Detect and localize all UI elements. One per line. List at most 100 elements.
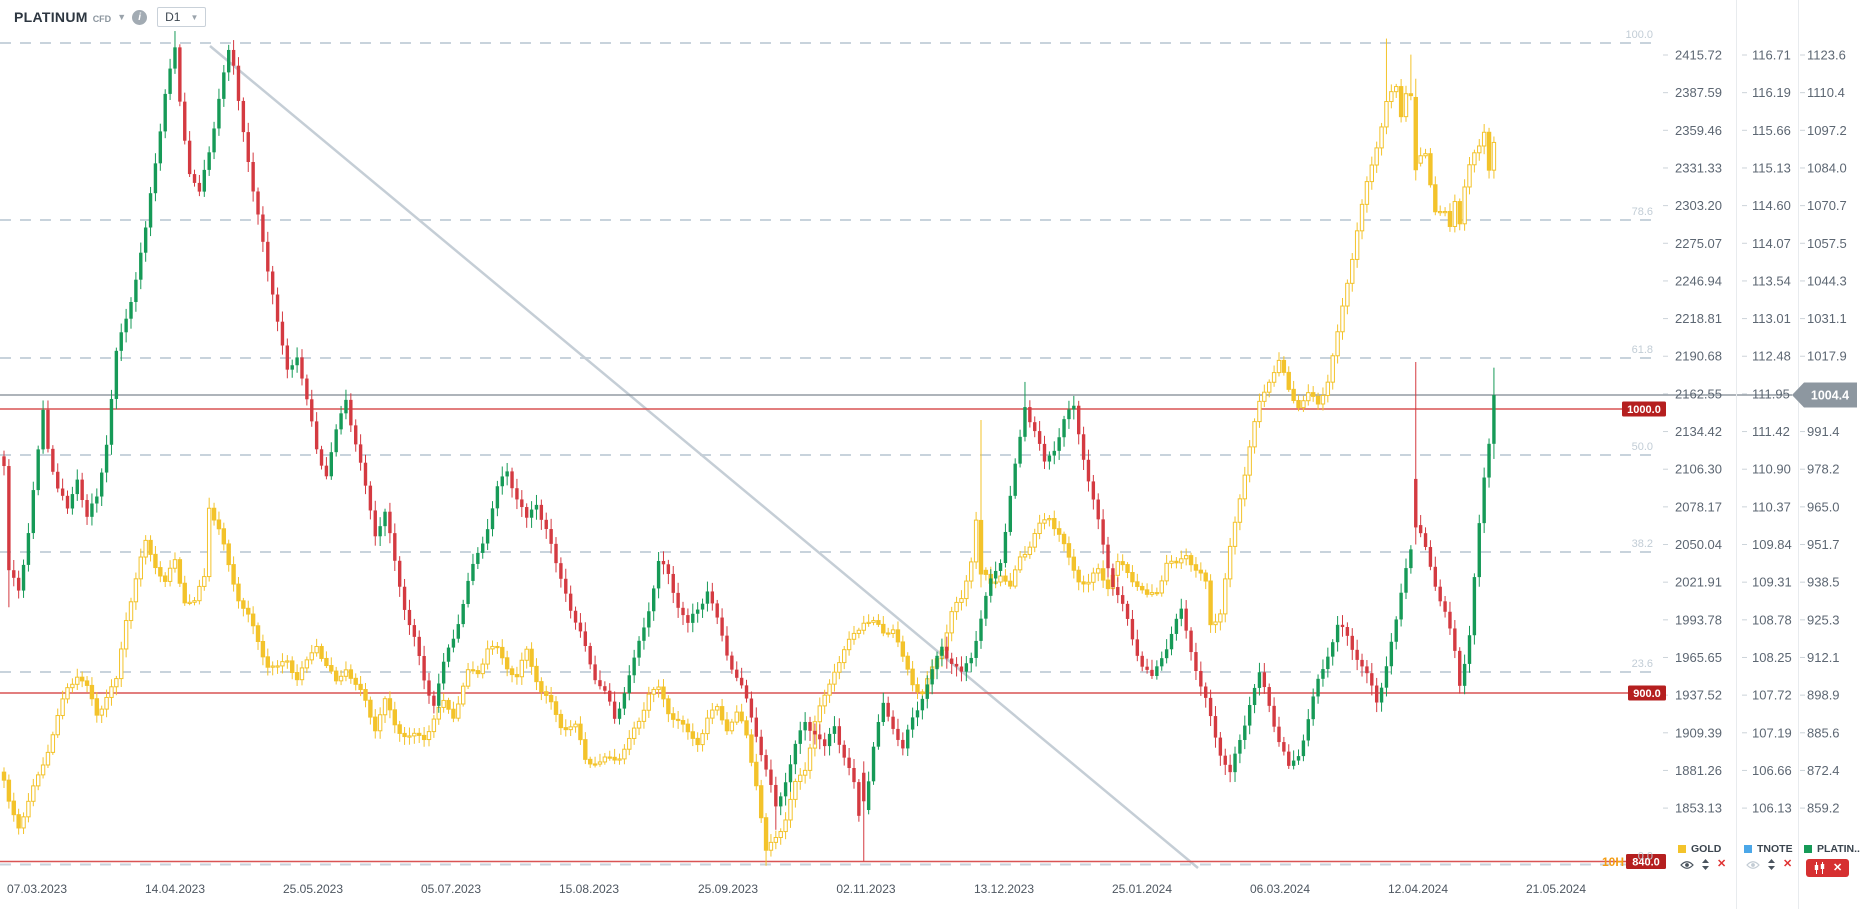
close-icon[interactable]: ✕ <box>1717 858 1727 870</box>
candle <box>759 736 763 756</box>
close-icon[interactable]: ✕ <box>1783 858 1793 870</box>
candle <box>1081 434 1086 460</box>
candle <box>207 152 211 170</box>
candle <box>481 543 485 553</box>
candle <box>495 486 500 509</box>
candle <box>427 680 431 696</box>
candle <box>827 683 832 696</box>
candle <box>285 345 290 370</box>
trendline[interactable] <box>209 45 1199 869</box>
candle <box>652 588 656 612</box>
candle <box>251 162 255 192</box>
candle <box>300 357 304 379</box>
candle <box>1384 666 1389 688</box>
candle <box>920 691 925 695</box>
candle <box>954 601 959 613</box>
candle <box>949 658 954 664</box>
price-line-badge-label: 1000.0 <box>1627 404 1661 416</box>
close-icon[interactable]: ✕ <box>1833 861 1843 874</box>
candle <box>1443 601 1447 612</box>
candle <box>324 465 329 477</box>
candle <box>1164 562 1169 582</box>
candle <box>1155 666 1159 676</box>
candle <box>324 657 329 667</box>
candle <box>710 591 715 604</box>
candle <box>1076 569 1081 583</box>
fib-retracement[interactable] <box>0 42 1656 866</box>
eye-off-icon[interactable] <box>1746 860 1760 870</box>
candle <box>959 598 964 603</box>
platinum-axis-label: 885.6 <box>1807 725 1840 740</box>
candle <box>1257 400 1262 423</box>
tnote-axis-label: 116.71 <box>1752 48 1791 63</box>
candle <box>822 739 827 747</box>
candle <box>1271 372 1277 383</box>
candle <box>329 452 333 477</box>
sort-arrows-icon[interactable] <box>1701 859 1710 870</box>
candle <box>480 663 485 675</box>
candle <box>627 737 632 750</box>
candle <box>573 723 578 728</box>
info-icon[interactable]: i <box>132 9 148 25</box>
candle <box>363 689 368 701</box>
gold-swatch <box>1678 845 1686 853</box>
candle <box>212 128 216 153</box>
instrument-name[interactable]: PLATINUM <box>14 9 88 25</box>
price-line-badge[interactable] <box>1628 685 1666 701</box>
candle <box>109 398 114 445</box>
candle <box>1228 764 1232 773</box>
price-line-badge[interactable] <box>1626 854 1666 869</box>
candle <box>973 519 979 563</box>
candle <box>636 720 642 729</box>
candle <box>1481 131 1487 147</box>
candle <box>1286 371 1291 390</box>
candle <box>1418 525 1423 534</box>
fib-label-23.6: 23.6 <box>1632 658 1653 670</box>
candle <box>559 563 563 579</box>
candle <box>1364 181 1370 205</box>
candle <box>881 623 886 634</box>
candle <box>544 691 549 696</box>
active-instrument-badge[interactable]: ✕ <box>1806 859 1850 877</box>
candle <box>1164 649 1169 659</box>
candle <box>1325 381 1331 396</box>
candle <box>563 727 568 731</box>
date-label: 15.08.2023 <box>559 882 619 896</box>
candle <box>460 685 466 705</box>
candle <box>754 717 758 737</box>
timeframe-dropdown[interactable]: D1 ▼ <box>157 7 207 27</box>
candle <box>368 485 373 511</box>
candle <box>1042 519 1047 524</box>
legend-label-tnote[interactable]: TNOTE <box>1757 843 1793 855</box>
candle <box>1223 755 1227 765</box>
candle <box>729 721 735 732</box>
candle <box>725 635 729 656</box>
candle <box>1247 446 1252 476</box>
chevron-down-icon[interactable]: ▼ <box>117 12 127 22</box>
candle <box>1066 543 1072 558</box>
candle <box>129 302 133 319</box>
sort-arrows-icon[interactable] <box>1767 859 1776 870</box>
candle <box>1150 669 1154 676</box>
price-line-badge-label: 900.0 <box>1633 688 1661 700</box>
candle <box>1213 621 1218 626</box>
candle <box>1154 592 1160 595</box>
candle <box>588 758 593 765</box>
candle <box>832 671 837 685</box>
tnote-swatch <box>1744 845 1752 853</box>
tnote-axis-label: 107.72 <box>1752 688 1792 703</box>
legend-label-gold[interactable]: GOLD <box>1691 843 1722 855</box>
candle <box>568 726 573 731</box>
price-line-badge[interactable] <box>1622 401 1666 417</box>
legend-label-platinum[interactable]: PLATIN.. <box>1817 843 1860 855</box>
date-label: 02.11.2023 <box>836 882 895 896</box>
candle <box>1012 569 1018 587</box>
eye-icon[interactable] <box>1680 860 1694 870</box>
candle <box>1017 556 1023 571</box>
candle <box>1276 359 1282 374</box>
candle <box>514 674 520 678</box>
gold-axis-label: 1909.39 <box>1675 725 1722 740</box>
candle <box>1179 558 1184 564</box>
candle <box>373 716 378 732</box>
candle <box>285 660 290 663</box>
